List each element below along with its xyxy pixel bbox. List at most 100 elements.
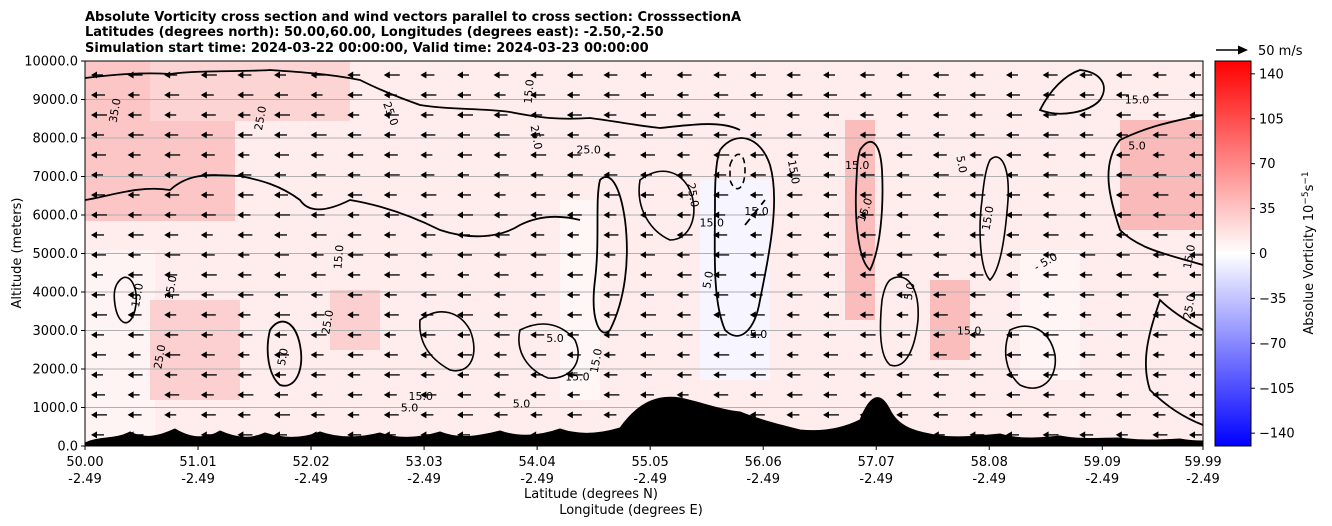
wind-arrow: [932, 71, 949, 79]
wind-arrow: [932, 391, 946, 399]
wind-arrow: [274, 311, 290, 319]
wind-arrow: [237, 431, 253, 439]
colorbar-tick-label: 35: [1259, 202, 1276, 217]
wind-arrow: [1006, 91, 1020, 99]
wind-arrow: [749, 291, 763, 299]
wind-arrow: [310, 131, 327, 139]
wind-arrow: [420, 91, 437, 99]
wind-arrow: [786, 391, 803, 399]
x-tick-label-lat: 59.99: [1184, 455, 1221, 470]
contour-label: 15.0: [699, 217, 724, 230]
wind-arrow: [969, 331, 985, 339]
wind-arrow: [1115, 131, 1128, 139]
wind-arrow: [127, 271, 143, 279]
wind-arrow: [640, 251, 655, 259]
wind-arrow: [1189, 231, 1202, 239]
wind-arrow: [1189, 211, 1203, 219]
wind-arrow: [823, 131, 836, 139]
wind-arrow: [1042, 431, 1059, 439]
wind-arrow: [1079, 111, 1092, 119]
wind-arrow: [1042, 371, 1058, 379]
wind-arrow: [200, 111, 216, 119]
wind-arrow: [969, 211, 983, 219]
wind-arrow: [91, 151, 106, 159]
wind-arrow: [603, 71, 618, 79]
wind-arrow: [347, 211, 360, 219]
wind-arrow: [640, 311, 656, 319]
wind-arrow: [640, 411, 656, 419]
wind-arrow: [896, 91, 912, 99]
wind-arrow: [127, 71, 143, 79]
x-axis-label-longitude: Longitude (degrees E): [559, 503, 703, 518]
wind-arrow: [676, 391, 689, 399]
vorticity-patch: [85, 250, 155, 440]
wind-arrow: [823, 411, 839, 419]
wind-arrow: [1079, 311, 1092, 319]
wind-arrow: [786, 191, 803, 199]
colorbar-tick-label: 70: [1259, 157, 1276, 172]
contour-label: 15.0: [522, 79, 537, 105]
wind-arrow: [127, 351, 141, 359]
wind-arrow: [1189, 291, 1203, 299]
y-tick-label: 4000.0: [33, 286, 79, 301]
wind-arrow: [1115, 211, 1131, 219]
contour-line-negative: [729, 153, 746, 190]
wind-arrow: [603, 331, 619, 339]
wind-arrow: [1042, 231, 1059, 239]
wind-arrow: [127, 111, 142, 119]
wind-arrow: [786, 171, 801, 179]
wind-arrow: [127, 211, 142, 219]
wind-arrow: [237, 91, 254, 99]
wind-arrow: [676, 111, 691, 119]
wind-arrow: [969, 351, 982, 359]
wind-arrow: [969, 271, 984, 279]
wind-arrow: [493, 351, 507, 359]
wind-arrow: [347, 411, 360, 419]
wind-arrow: [896, 371, 910, 379]
wind-arrow: [164, 311, 177, 319]
contour-label: 25.0: [252, 105, 269, 131]
wind-arrow: [1079, 351, 1096, 359]
wind-arrow: [566, 331, 579, 339]
wind-arrow: [493, 371, 509, 379]
wind-arrow: [749, 171, 766, 179]
wind-arrow: [566, 111, 582, 119]
wind-arrow: [823, 431, 836, 439]
wind-arrow: [1152, 331, 1168, 339]
wind-arrow: [457, 271, 469, 279]
x-tick-label-lat: 59.09: [1084, 455, 1121, 470]
wind-arrow: [274, 131, 287, 139]
wind-arrow: [127, 151, 141, 159]
wind-arrow: [896, 251, 913, 259]
contour-line: [113, 276, 138, 324]
wind-arrow: [1189, 91, 1203, 99]
colorbar-tick-label: 105: [1259, 112, 1284, 127]
wind-arrow: [859, 411, 874, 419]
wind-arrow: [1006, 211, 1022, 219]
wind-arrow: [457, 71, 469, 79]
wind-arrow: [530, 231, 545, 239]
wind-arrow: [457, 131, 470, 139]
contour-label: 25.0: [528, 124, 545, 150]
wind-arrow: [749, 411, 765, 419]
wind-arrow: [420, 151, 433, 159]
wind-arrow: [786, 251, 799, 259]
wind-arrow: [310, 191, 323, 199]
wind-arrow: [1042, 251, 1056, 259]
wind-arrow: [383, 271, 400, 279]
wind-arrow: [457, 91, 471, 99]
wind-arrow: [676, 231, 693, 239]
wind-arrow: [457, 331, 470, 339]
wind-arrow: [1189, 351, 1203, 359]
wind-arrow: [1152, 371, 1167, 379]
wind-arrow: [200, 431, 213, 439]
wind-arrow: [310, 391, 323, 399]
wind-arrow: [91, 431, 104, 439]
wind-arrow: [200, 131, 213, 139]
wind-arrow: [1006, 231, 1019, 239]
wind-arrow: [603, 431, 619, 439]
x-tick-label-lon: -2.49: [972, 472, 1006, 487]
wind-arrow: [200, 251, 215, 259]
wind-arrow: [823, 371, 835, 379]
x-tick-label-lat: 56.06: [745, 455, 782, 470]
